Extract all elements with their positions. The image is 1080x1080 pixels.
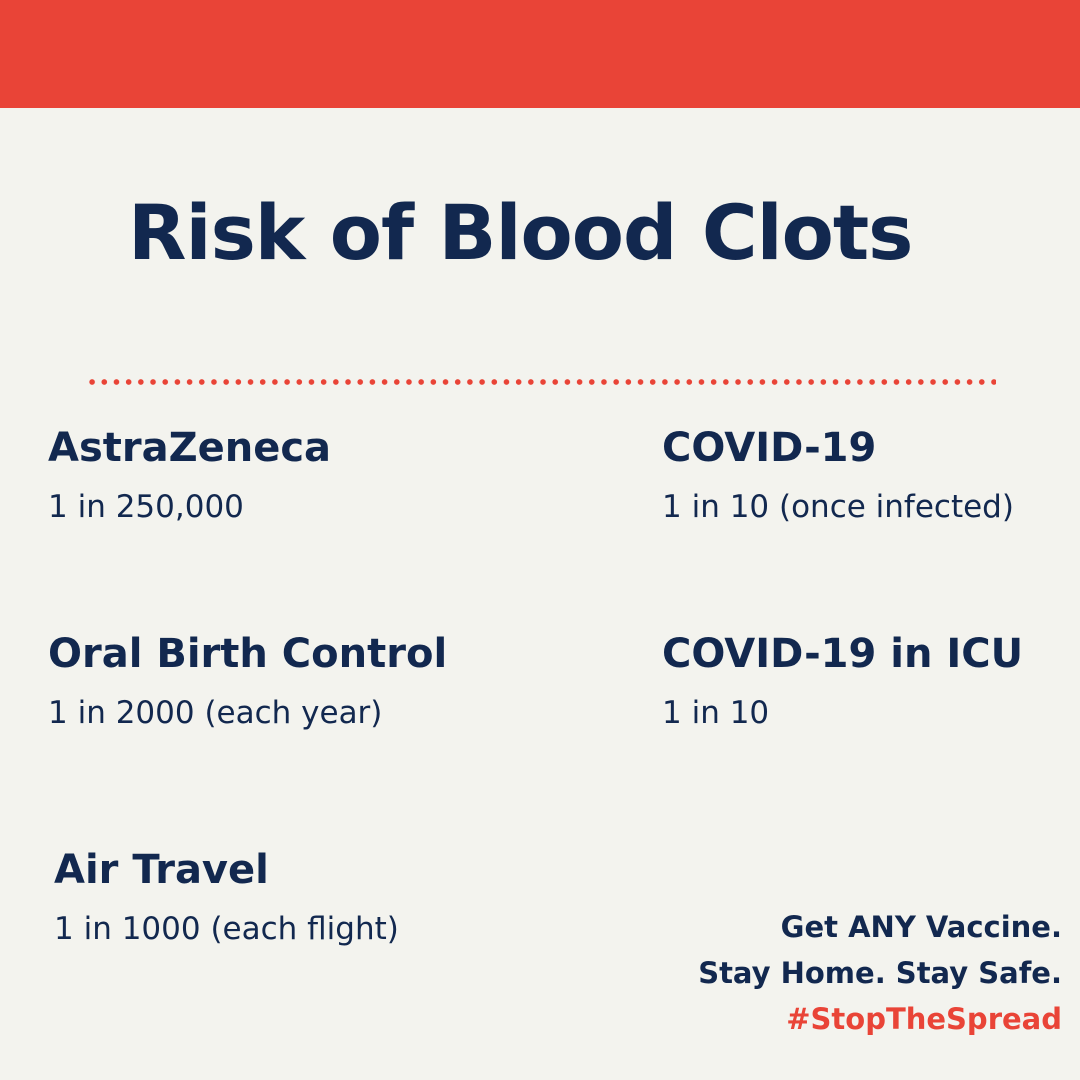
risk-item: AstraZeneca 1 in 250,000 bbox=[48, 428, 331, 523]
item-risk: 1 in 1000 (each flight) bbox=[54, 911, 399, 947]
item-risk: 1 in 250,000 bbox=[48, 489, 244, 525]
item-name: Oral Birth Control bbox=[48, 631, 448, 677]
item-risk: 1 in 10 bbox=[662, 695, 770, 731]
item-name: AstraZeneca bbox=[48, 425, 332, 471]
footer-line: Stay Home. Stay Safe. bbox=[698, 956, 1062, 990]
hashtag: #StopTheSpread bbox=[786, 1002, 1062, 1036]
risk-item: COVID-19 in ICU 1 in 10 bbox=[662, 634, 1023, 729]
footer: Get ANY Vaccine. Stay Home. Stay Safe. #… bbox=[698, 904, 1062, 1042]
header-bar bbox=[0, 0, 1080, 108]
item-risk: 1 in 2000 (each year) bbox=[48, 695, 383, 731]
risk-item: COVID-19 1 in 10 (once infected) bbox=[662, 428, 1014, 523]
item-risk: 1 in 10 (once infected) bbox=[662, 489, 1014, 525]
title: Risk of Blood Clots bbox=[128, 188, 913, 277]
item-name: COVID-19 in ICU bbox=[662, 631, 1024, 677]
risk-item: Air Travel 1 in 1000 (each flight) bbox=[54, 850, 399, 945]
risk-item: Oral Birth Control 1 in 2000 (each year) bbox=[48, 634, 447, 729]
item-name: Air Travel bbox=[54, 847, 269, 893]
item-name: COVID-19 bbox=[662, 425, 877, 471]
dotted-divider bbox=[86, 378, 996, 386]
footer-line: Get ANY Vaccine. bbox=[780, 910, 1062, 944]
